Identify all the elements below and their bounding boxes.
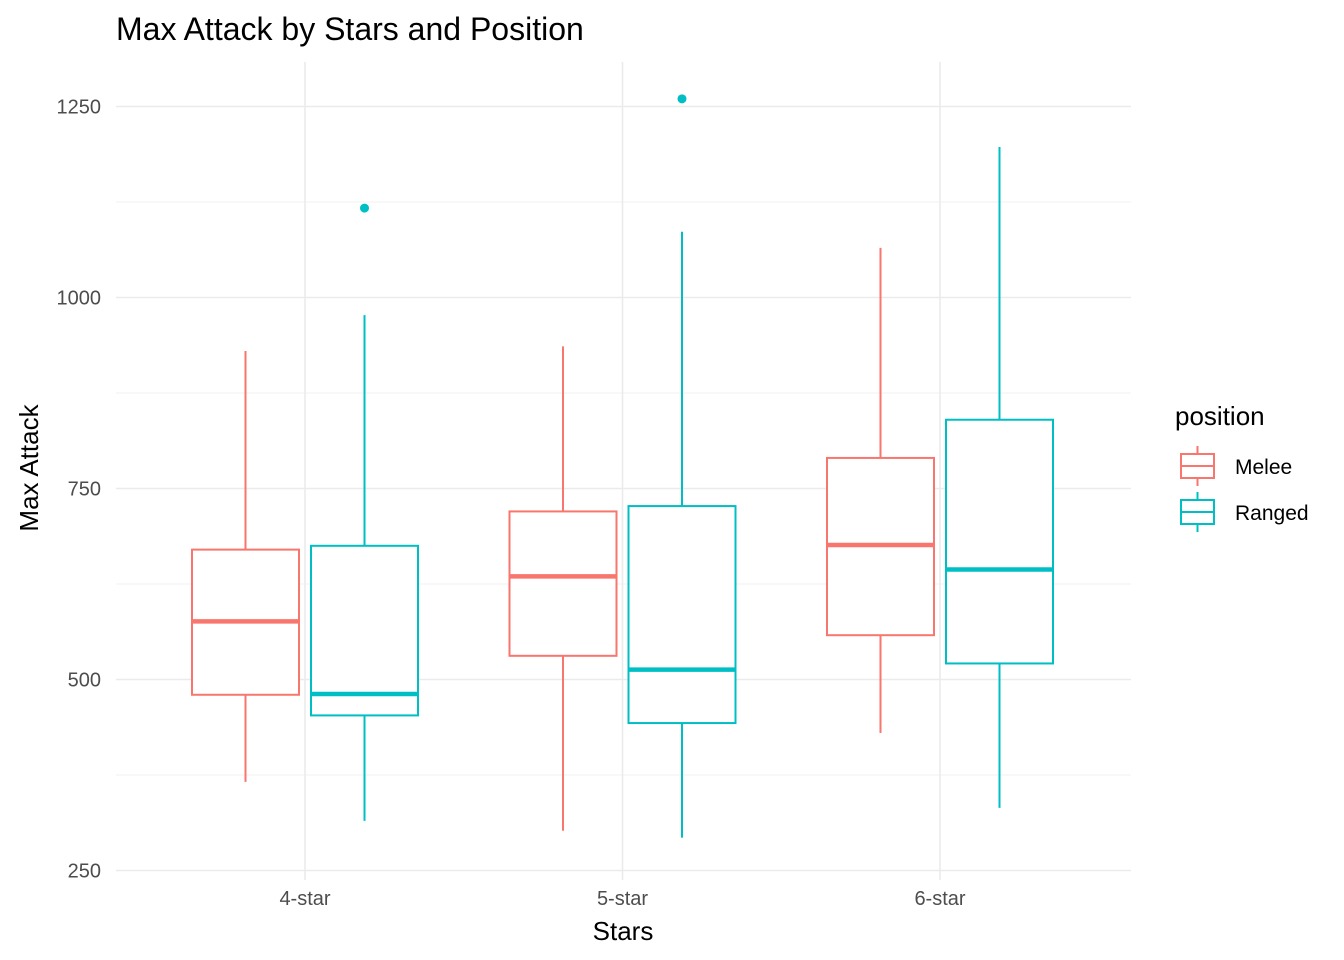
y-axis-title: Max Attack	[14, 403, 44, 531]
box-iqr	[310, 544, 419, 717]
box-ranged-6-star	[945, 146, 1054, 808]
box-iqr	[945, 418, 1054, 665]
legend-label: Ranged	[1235, 502, 1309, 525]
legend-label: Melee	[1235, 456, 1292, 479]
y-tick-label: 500	[68, 670, 101, 692]
box-melee-4-star	[191, 350, 300, 782]
x-tick-label: 5-star	[597, 888, 648, 910]
box-melee-5-star	[508, 346, 618, 831]
y-tick-label: 1000	[57, 288, 102, 310]
box-iqr	[508, 510, 618, 657]
y-tick-label: 750	[68, 479, 101, 501]
legend-item-melee: Melee	[1180, 446, 1292, 486]
y-tick-label: 250	[68, 861, 101, 883]
legend: position Melee Ranged	[1175, 401, 1309, 532]
box-melee-6-star	[826, 247, 935, 733]
outlier-point	[360, 203, 369, 213]
box-ranged-4-star	[310, 203, 419, 821]
legend-item-ranged: Ranged	[1180, 492, 1309, 532]
box-iqr	[627, 505, 737, 725]
outlier-point	[677, 94, 687, 104]
x-tick-label: 6-star	[914, 888, 965, 910]
x-axis-title: Stars	[593, 916, 654, 946]
chart-title: Max Attack by Stars and Position	[116, 11, 584, 47]
legend-title: position	[1175, 401, 1265, 431]
y-tick-label: 1250	[57, 97, 102, 119]
box-ranged-5-star	[627, 94, 737, 838]
x-tick-label: 4-star	[279, 888, 330, 910]
boxes	[191, 94, 1054, 838]
y-axis: 250 500 750 1000 1250	[57, 97, 102, 883]
x-axis: 4-star 5-star 6-star	[279, 888, 965, 910]
